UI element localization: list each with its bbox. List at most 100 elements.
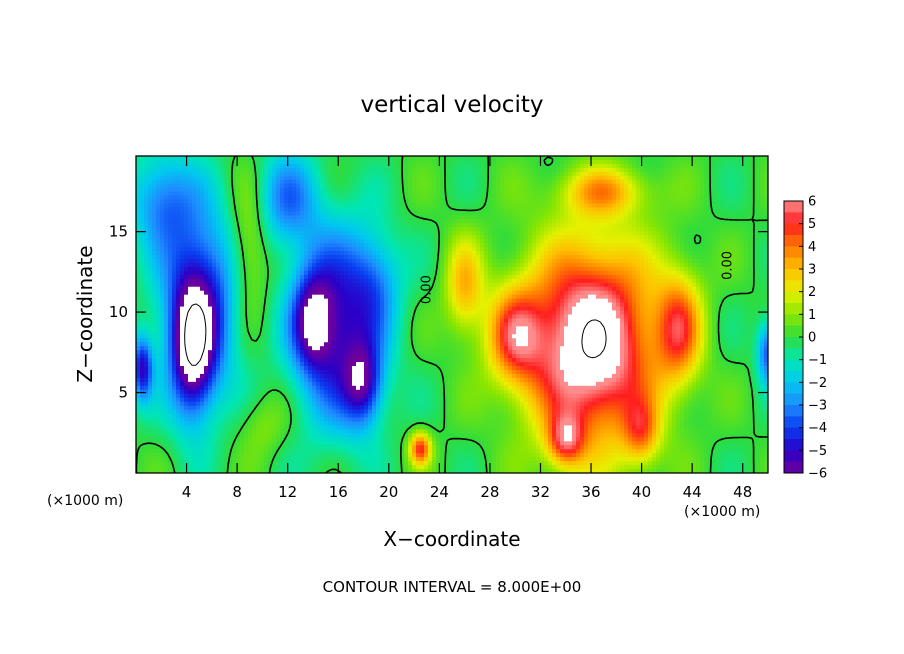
heatmap-cell	[272, 259, 277, 264]
heatmap-cell	[428, 255, 433, 260]
heatmap-cell	[764, 171, 768, 177]
heatmap-cell	[188, 207, 193, 213]
heatmap-cell	[196, 262, 201, 268]
heatmap-cell	[528, 199, 533, 205]
heatmap-cell	[624, 215, 629, 220]
heatmap-cell	[228, 187, 233, 193]
heatmap-cell	[148, 262, 153, 268]
heatmap-cell	[300, 239, 305, 244]
heatmap-cell	[292, 219, 297, 224]
heatmap-cell	[160, 156, 165, 161]
heatmap-cell	[672, 187, 677, 193]
heatmap-cell	[168, 156, 173, 161]
heatmap-cell	[220, 223, 225, 228]
heatmap-cell	[644, 159, 649, 165]
heatmap-cell	[184, 251, 189, 256]
heatmap-cell	[608, 219, 613, 224]
heatmap-cell	[712, 191, 717, 197]
heatmap-cell	[152, 171, 157, 177]
heatmap-cell	[260, 247, 265, 252]
heatmap-cell	[764, 175, 768, 181]
heatmap-cell	[584, 255, 589, 260]
heatmap-cell	[572, 167, 577, 173]
heatmap-cell	[700, 159, 705, 165]
heatmap-cell	[516, 219, 521, 224]
heatmap-cell	[364, 255, 369, 260]
heatmap-cell	[420, 167, 425, 173]
heatmap-cell	[584, 251, 589, 256]
heatmap-cell	[272, 251, 277, 256]
heatmap-cell	[456, 219, 461, 224]
heatmap-cell	[256, 227, 261, 232]
heatmap-cell	[724, 239, 729, 244]
heatmap-cell	[512, 219, 517, 224]
heatmap-cell	[704, 270, 709, 276]
heatmap-cell	[364, 259, 369, 264]
heatmap-cell	[420, 175, 425, 181]
heatmap-cell	[764, 251, 768, 256]
heatmap-cell	[180, 243, 185, 248]
heatmap-cell	[692, 251, 697, 256]
heatmap-cell	[260, 191, 265, 197]
heatmap-cell	[668, 171, 673, 177]
heatmap-cell	[676, 159, 681, 165]
heatmap-cell	[404, 163, 409, 169]
heatmap-cell	[388, 195, 393, 201]
heatmap-cell	[524, 255, 529, 260]
heatmap-cell	[704, 171, 709, 177]
heatmap-cell	[740, 270, 745, 276]
heatmap-cell	[580, 159, 585, 165]
heatmap-cell	[524, 191, 529, 197]
heatmap-cell	[492, 274, 497, 280]
heatmap-cell	[716, 247, 721, 252]
heatmap-cell	[492, 167, 497, 173]
heatmap-cell	[244, 163, 249, 169]
heatmap-cell	[396, 239, 401, 244]
heatmap-cell	[392, 227, 397, 232]
heatmap-cell	[564, 183, 569, 189]
heatmap-cell	[252, 255, 257, 260]
heatmap-cell	[680, 274, 685, 280]
heatmap-cell	[408, 259, 413, 264]
heatmap-cell	[544, 211, 549, 217]
heatmap-cell	[472, 191, 477, 197]
heatmap-cell	[384, 211, 389, 217]
heatmap-cell	[424, 239, 429, 244]
heatmap-cell	[452, 163, 457, 169]
heatmap-cell	[168, 255, 173, 260]
heatmap-cell	[192, 175, 197, 181]
heatmap-cell	[708, 243, 713, 248]
heatmap-cell	[248, 231, 253, 236]
heatmap-cell	[400, 255, 405, 260]
heatmap-cell	[180, 187, 185, 193]
heatmap-cell	[688, 259, 693, 264]
heatmap-cell	[748, 215, 753, 220]
heatmap-cell	[240, 223, 245, 228]
heatmap-cell	[684, 259, 689, 264]
heatmap-cell	[328, 227, 333, 232]
heatmap-cell	[352, 270, 357, 276]
heatmap-cell	[372, 255, 377, 260]
heatmap-cell	[564, 179, 569, 185]
heatmap-cell	[192, 207, 197, 213]
heatmap-cell	[492, 227, 497, 232]
heatmap-cell	[596, 231, 601, 236]
heatmap-cell	[608, 255, 613, 260]
heatmap-cell	[608, 262, 613, 268]
heatmap-cell	[200, 191, 205, 197]
heatmap-cell	[424, 274, 429, 280]
heatmap-cell	[416, 266, 421, 272]
heatmap-cell	[720, 215, 725, 220]
heatmap-cell	[744, 183, 749, 189]
heatmap-cell	[536, 259, 541, 264]
heatmap-cell	[732, 211, 737, 217]
heatmap-cell	[300, 191, 305, 197]
heatmap-cell	[684, 262, 689, 268]
heatmap-cell	[220, 207, 225, 213]
heatmap-cell	[628, 239, 633, 244]
heatmap-cell	[516, 191, 521, 197]
heatmap-cell	[160, 215, 165, 220]
heatmap-cell	[760, 223, 765, 228]
heatmap-cell	[528, 191, 533, 197]
heatmap-cell	[656, 219, 661, 224]
